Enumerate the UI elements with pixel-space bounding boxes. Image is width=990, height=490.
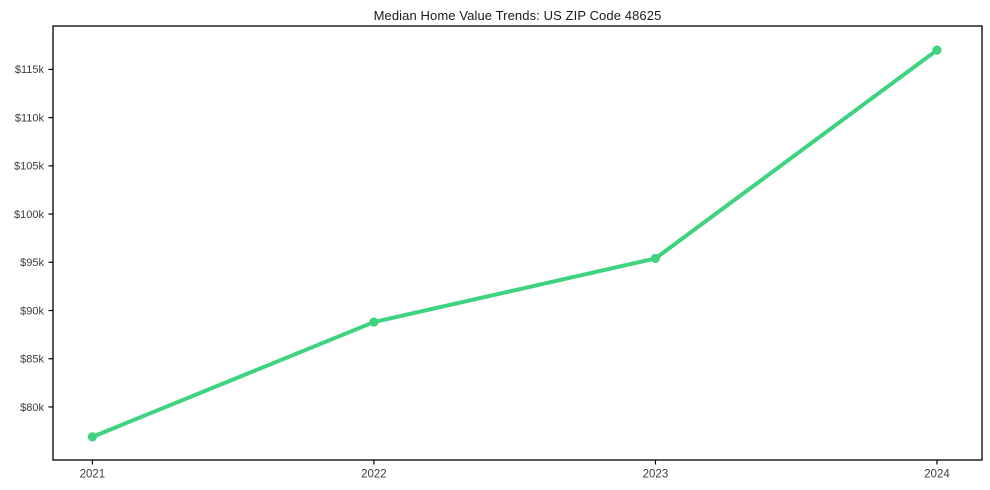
plot-border xyxy=(52,25,983,461)
y-axis-tick-label: $100k xyxy=(14,209,44,221)
data-point xyxy=(650,253,661,264)
y-axis-tick-label: $95k xyxy=(20,257,44,269)
y-axis-tick-label: $115k xyxy=(15,64,45,76)
y-axis-tick-label: $110k xyxy=(15,112,45,124)
y-axis-tick-label: $105k xyxy=(14,161,44,173)
x-axis-tick-label: 2022 xyxy=(361,469,387,481)
y-axis-tick-label: $80k xyxy=(20,402,44,414)
trend-line xyxy=(90,48,939,439)
data-point xyxy=(369,317,379,327)
x-axis-tick-label: 2021 xyxy=(80,469,106,481)
y-axis-tick-label: $90k xyxy=(20,305,44,317)
chart-title: Median Home Value Trends: US ZIP Code 48… xyxy=(373,8,662,23)
data-point xyxy=(87,432,98,442)
x-axis-tick-label: 2023 xyxy=(643,469,669,481)
data-point xyxy=(932,45,942,55)
y-axis-tick-label: $85k xyxy=(20,354,44,366)
x-axis-tick-label: 2024 xyxy=(924,469,950,481)
